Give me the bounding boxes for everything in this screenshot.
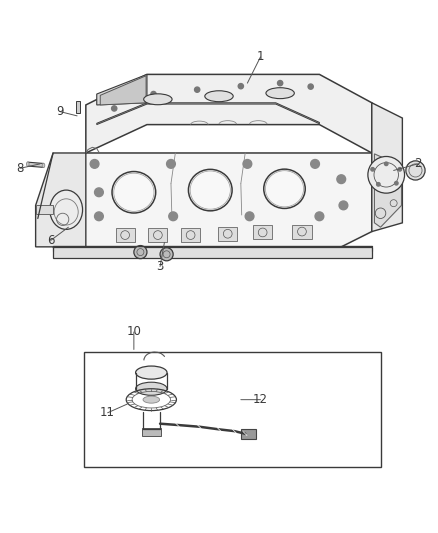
Circle shape bbox=[368, 157, 405, 193]
Text: 8: 8 bbox=[17, 161, 24, 175]
Polygon shape bbox=[53, 153, 372, 247]
Polygon shape bbox=[374, 154, 402, 227]
Polygon shape bbox=[86, 75, 372, 153]
Ellipse shape bbox=[136, 382, 167, 395]
Ellipse shape bbox=[188, 169, 232, 211]
Bar bbox=[253, 225, 272, 239]
Bar bbox=[292, 224, 311, 239]
Ellipse shape bbox=[112, 172, 155, 213]
Text: 6: 6 bbox=[47, 234, 55, 247]
Circle shape bbox=[311, 159, 319, 168]
Circle shape bbox=[166, 159, 175, 168]
Circle shape bbox=[371, 167, 374, 171]
Circle shape bbox=[390, 200, 397, 207]
Ellipse shape bbox=[26, 162, 29, 166]
Text: 9: 9 bbox=[56, 105, 64, 118]
Text: 11: 11 bbox=[100, 406, 115, 419]
Bar bbox=[116, 228, 135, 242]
Polygon shape bbox=[97, 75, 147, 105]
Circle shape bbox=[112, 106, 117, 111]
Bar bbox=[76, 101, 80, 113]
Text: 3: 3 bbox=[156, 260, 164, 273]
Text: 10: 10 bbox=[127, 326, 141, 338]
Circle shape bbox=[395, 182, 398, 185]
Circle shape bbox=[339, 201, 348, 210]
Polygon shape bbox=[100, 76, 146, 105]
Circle shape bbox=[308, 84, 313, 89]
Ellipse shape bbox=[144, 94, 172, 105]
Circle shape bbox=[315, 212, 324, 221]
Polygon shape bbox=[372, 103, 403, 231]
Circle shape bbox=[95, 188, 103, 197]
Bar bbox=[84, 352, 381, 467]
Circle shape bbox=[194, 87, 200, 92]
Circle shape bbox=[406, 161, 425, 180]
Circle shape bbox=[375, 208, 386, 219]
Text: 12: 12 bbox=[253, 393, 268, 406]
Bar bbox=[35, 205, 53, 214]
Ellipse shape bbox=[42, 163, 45, 167]
Circle shape bbox=[238, 84, 244, 89]
Ellipse shape bbox=[266, 88, 294, 99]
Polygon shape bbox=[28, 162, 43, 167]
Polygon shape bbox=[35, 153, 86, 247]
Bar bbox=[218, 227, 237, 241]
Text: 1: 1 bbox=[257, 51, 264, 63]
Ellipse shape bbox=[136, 366, 167, 379]
Ellipse shape bbox=[50, 190, 82, 229]
Polygon shape bbox=[97, 103, 319, 125]
Circle shape bbox=[398, 167, 402, 171]
Bar bbox=[142, 428, 161, 436]
Ellipse shape bbox=[143, 396, 159, 403]
Circle shape bbox=[243, 159, 252, 168]
Circle shape bbox=[134, 246, 147, 259]
Circle shape bbox=[377, 183, 380, 186]
Ellipse shape bbox=[205, 91, 233, 102]
Text: 2: 2 bbox=[414, 157, 421, 171]
Circle shape bbox=[160, 248, 173, 261]
Ellipse shape bbox=[264, 169, 305, 208]
Circle shape bbox=[95, 212, 103, 221]
Circle shape bbox=[278, 80, 283, 86]
Circle shape bbox=[385, 162, 388, 166]
Circle shape bbox=[90, 159, 99, 168]
Bar bbox=[148, 228, 167, 242]
Circle shape bbox=[151, 92, 156, 96]
Bar bbox=[181, 228, 200, 242]
Circle shape bbox=[169, 212, 177, 221]
Circle shape bbox=[337, 175, 346, 183]
Polygon shape bbox=[53, 247, 372, 258]
Circle shape bbox=[245, 212, 254, 221]
Bar bbox=[241, 430, 256, 439]
